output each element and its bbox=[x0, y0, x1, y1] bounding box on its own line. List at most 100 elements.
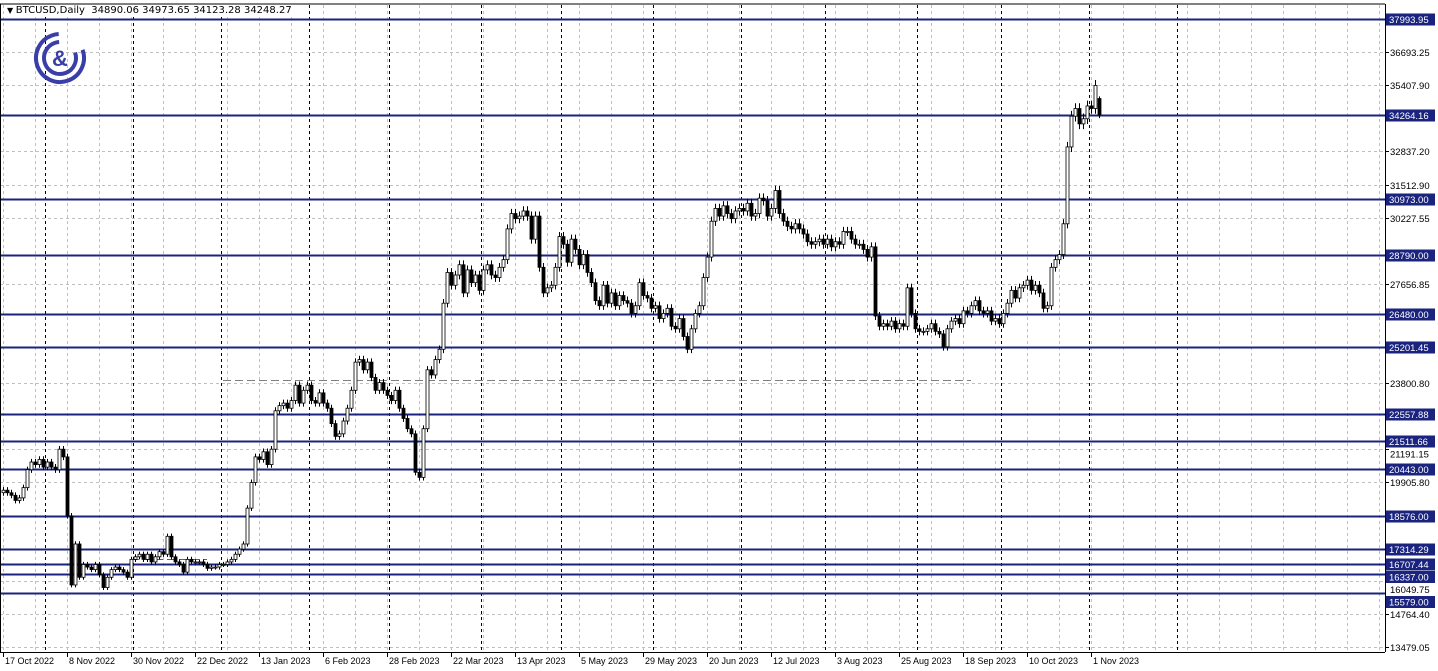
candle bbox=[413, 430, 418, 476]
candle-body bbox=[57, 448, 62, 471]
triangle-down-icon[interactable]: ▼ bbox=[7, 6, 16, 15]
candle bbox=[237, 546, 242, 557]
candle-body bbox=[761, 197, 766, 202]
candle bbox=[313, 396, 318, 407]
candle bbox=[9, 489, 14, 499]
y-tick-label: 23800.80 bbox=[1390, 379, 1430, 390]
candle-body bbox=[721, 205, 726, 217]
candle bbox=[633, 301, 638, 318]
candle bbox=[941, 329, 946, 351]
candle-body bbox=[557, 236, 562, 268]
candle-body bbox=[573, 238, 578, 250]
candle-body bbox=[33, 461, 38, 465]
level-label: 28790.00 bbox=[1389, 251, 1429, 262]
candle-body bbox=[617, 295, 622, 307]
candle bbox=[321, 389, 326, 407]
candle-body bbox=[369, 361, 374, 378]
candle-body bbox=[409, 428, 414, 435]
candle bbox=[553, 262, 558, 290]
candle bbox=[453, 270, 458, 290]
candle-body bbox=[157, 551, 162, 558]
candle-body bbox=[537, 215, 542, 268]
candle bbox=[1025, 275, 1030, 290]
candle-body bbox=[345, 407, 350, 422]
candle bbox=[881, 319, 886, 331]
candle bbox=[485, 260, 490, 275]
candle-body bbox=[253, 456, 258, 483]
candle-body bbox=[737, 208, 742, 212]
candle bbox=[617, 291, 622, 310]
candle-body bbox=[489, 264, 494, 276]
level-label-box bbox=[1386, 13, 1435, 26]
time-axis[interactable]: 17 Oct 2022 8 Nov 2022 30 Nov 2022 22 Dec 2… bbox=[3, 652, 1140, 666]
candle bbox=[373, 373, 378, 394]
x-tick-label: 22 Dec 2022 bbox=[197, 656, 248, 666]
candle bbox=[817, 234, 822, 247]
price-axis[interactable]: 36693.25 35407.90 32837.20 31512.90 30227.55… bbox=[1385, 48, 1430, 654]
candle bbox=[349, 386, 354, 412]
candle bbox=[381, 378, 386, 394]
candle-body bbox=[1021, 284, 1026, 289]
x-tick-label: 12 Jul 2023 bbox=[773, 656, 820, 666]
candle bbox=[669, 304, 674, 331]
candle-body bbox=[1029, 279, 1034, 291]
candle-body bbox=[561, 236, 566, 245]
level-label: 15579.00 bbox=[1389, 598, 1429, 609]
candle bbox=[1089, 100, 1094, 114]
level-label-box bbox=[1386, 510, 1435, 523]
y-tick-label: 32837.20 bbox=[1390, 147, 1430, 158]
candle bbox=[641, 278, 646, 300]
candle-body bbox=[889, 320, 894, 327]
candle bbox=[1069, 110, 1074, 153]
candle bbox=[765, 195, 770, 221]
candle bbox=[981, 306, 986, 318]
candle bbox=[473, 270, 478, 287]
candle-body bbox=[985, 310, 990, 314]
candle-body bbox=[921, 330, 926, 333]
candle bbox=[149, 551, 154, 565]
candle bbox=[141, 551, 146, 562]
candle bbox=[573, 234, 578, 254]
candle bbox=[1049, 262, 1054, 310]
y-tick-label: 36693.25 bbox=[1390, 48, 1430, 59]
candle bbox=[101, 572, 106, 590]
candle bbox=[397, 386, 402, 412]
candle-body bbox=[185, 558, 190, 573]
candle bbox=[117, 564, 122, 573]
candle-body bbox=[405, 418, 410, 430]
candle bbox=[741, 203, 746, 216]
candle-body bbox=[9, 492, 14, 496]
candle-body bbox=[997, 318, 1002, 325]
candle-body bbox=[637, 282, 642, 307]
candle-body bbox=[493, 274, 498, 278]
candle bbox=[973, 296, 978, 310]
candle-body bbox=[625, 300, 630, 304]
candle-body bbox=[741, 208, 746, 212]
candle bbox=[1097, 96, 1102, 119]
candle bbox=[793, 219, 798, 234]
candle bbox=[125, 569, 130, 580]
candle bbox=[493, 270, 498, 282]
candle-body bbox=[1093, 85, 1098, 109]
candle bbox=[781, 208, 786, 226]
candle bbox=[825, 234, 830, 249]
y-tick-label: 35407.90 bbox=[1390, 81, 1430, 92]
candle-body bbox=[817, 238, 822, 243]
candle bbox=[365, 358, 370, 374]
candle-body bbox=[161, 551, 166, 555]
level-label-box bbox=[1386, 109, 1435, 122]
candle bbox=[185, 556, 190, 575]
candle-body bbox=[993, 318, 998, 322]
candle bbox=[217, 561, 222, 570]
candle-body bbox=[549, 284, 554, 289]
candle bbox=[701, 273, 706, 310]
y-tick-label: 21191.15 bbox=[1390, 450, 1429, 461]
candle bbox=[265, 448, 270, 468]
candle-body bbox=[457, 264, 462, 276]
candle-body bbox=[429, 369, 434, 376]
candle bbox=[913, 309, 918, 333]
candle bbox=[173, 554, 178, 565]
candle-body bbox=[793, 223, 798, 230]
candle bbox=[325, 399, 330, 412]
